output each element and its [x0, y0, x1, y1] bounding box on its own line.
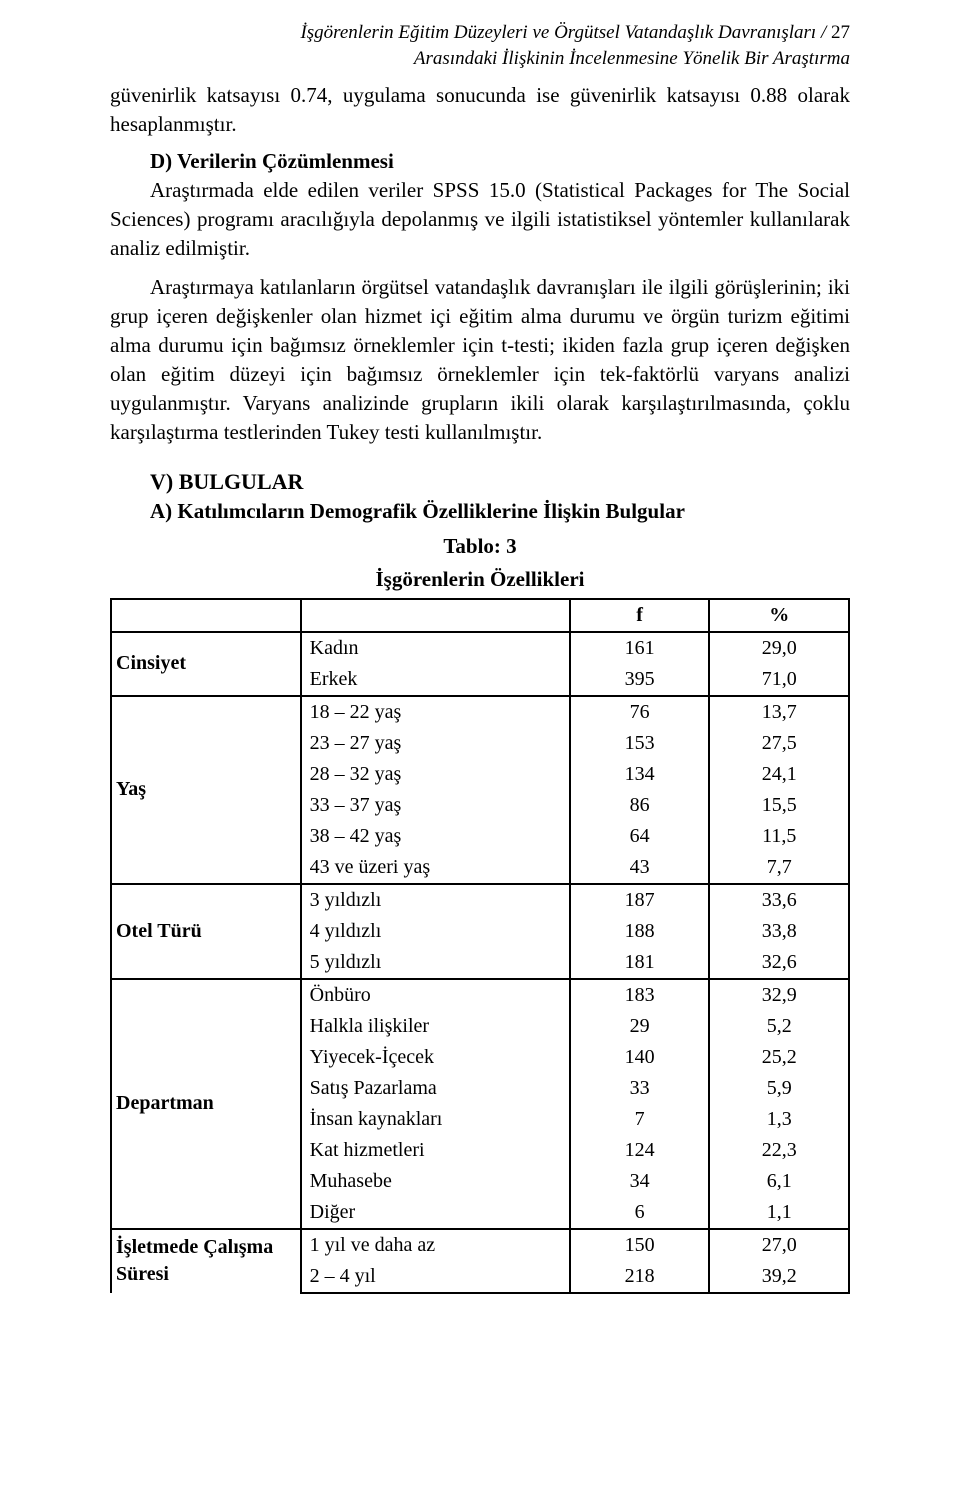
row-label: Muhasebe	[301, 1166, 570, 1197]
row-label: 5 yıldızlı	[301, 947, 570, 979]
row-pct: 22,3	[709, 1135, 849, 1166]
row-pct: 25,2	[709, 1042, 849, 1073]
row-label: Kat hizmetleri	[301, 1135, 570, 1166]
row-pct: 5,9	[709, 1073, 849, 1104]
row-pct: 13,7	[709, 696, 849, 728]
row-f: 64	[570, 821, 710, 852]
row-f: 161	[570, 632, 710, 664]
table-header-f: f	[570, 599, 710, 632]
row-f: 150	[570, 1229, 710, 1261]
table-caption: İşgörenlerin Özellikleri	[110, 567, 850, 592]
demographics-table: f % Cinsiyet Kadın 161 29,0 Erkek 395 71…	[110, 598, 850, 1294]
row-label: 33 – 37 yaş	[301, 790, 570, 821]
row-f: 124	[570, 1135, 710, 1166]
row-f: 33	[570, 1073, 710, 1104]
row-pct: 27,5	[709, 728, 849, 759]
row-pct: 32,6	[709, 947, 849, 979]
group-label-cinsiyet: Cinsiyet	[111, 632, 301, 696]
row-pct: 11,5	[709, 821, 849, 852]
table-header-pct: %	[709, 599, 849, 632]
row-f: 188	[570, 916, 710, 947]
row-f: 181	[570, 947, 710, 979]
row-f: 6	[570, 1197, 710, 1229]
row-pct: 39,2	[709, 1261, 849, 1293]
running-header: İşgörenlerin Eğitim Düzeyleri ve Örgütse…	[110, 20, 850, 71]
row-label: Yiyecek-İçecek	[301, 1042, 570, 1073]
row-label: Satış Pazarlama	[301, 1073, 570, 1104]
row-label: 43 ve üzeri yaş	[301, 852, 570, 884]
group-label-otel: Otel Türü	[111, 884, 301, 979]
row-pct: 15,5	[709, 790, 849, 821]
paragraph-d1: Araştırmada elde edilen veriler SPSS 15.…	[110, 176, 850, 263]
row-f: 134	[570, 759, 710, 790]
row-label: Kadın	[301, 632, 570, 664]
row-pct: 33,6	[709, 884, 849, 916]
row-pct: 29,0	[709, 632, 849, 664]
table-number: Tablo: 3	[110, 534, 850, 559]
table-header-blank1	[111, 599, 301, 632]
table-header-blank2	[301, 599, 570, 632]
row-f: 183	[570, 979, 710, 1011]
row-pct: 7,7	[709, 852, 849, 884]
row-pct: 27,0	[709, 1229, 849, 1261]
row-f: 7	[570, 1104, 710, 1135]
row-label: Erkek	[301, 664, 570, 696]
page-number: 27	[831, 22, 850, 43]
row-pct: 24,1	[709, 759, 849, 790]
group-label-departman: Departman	[111, 979, 301, 1229]
heading-a: A) Katılımcıların Demografik Özellikleri…	[150, 499, 850, 524]
row-label: 28 – 32 yaş	[301, 759, 570, 790]
header-line2: Arasındaki İlişkinin İncelenmesine Yönel…	[414, 48, 850, 69]
row-f: 395	[570, 664, 710, 696]
row-label: 3 yıldızlı	[301, 884, 570, 916]
row-f: 29	[570, 1011, 710, 1042]
row-f: 76	[570, 696, 710, 728]
row-pct: 5,2	[709, 1011, 849, 1042]
row-pct: 71,0	[709, 664, 849, 696]
row-label: 1 yıl ve daha az	[301, 1229, 570, 1261]
row-label: 2 – 4 yıl	[301, 1261, 570, 1293]
group-label-sure: İşletmede Çalışma Süresi	[111, 1229, 301, 1293]
heading-v: V) BULGULAR	[150, 469, 850, 495]
group-label-yas: Yaş	[111, 696, 301, 884]
row-label: İnsan kaynakları	[301, 1104, 570, 1135]
row-f: 43	[570, 852, 710, 884]
row-label: Diğer	[301, 1197, 570, 1229]
row-pct: 33,8	[709, 916, 849, 947]
row-pct: 6,1	[709, 1166, 849, 1197]
page: İşgörenlerin Eğitim Düzeyleri ve Örgütse…	[0, 0, 960, 1508]
row-f: 187	[570, 884, 710, 916]
row-label: 18 – 22 yaş	[301, 696, 570, 728]
row-label: Önbüro	[301, 979, 570, 1011]
paragraph-intro: güvenirlik katsayısı 0.74, uygulama sonu…	[110, 81, 850, 139]
row-label: 23 – 27 yaş	[301, 728, 570, 759]
row-label: 38 – 42 yaş	[301, 821, 570, 852]
row-f: 86	[570, 790, 710, 821]
row-label: 4 yıldızlı	[301, 916, 570, 947]
row-pct: 1,1	[709, 1197, 849, 1229]
paragraph-d2: Araştırmaya katılanların örgütsel vatand…	[110, 273, 850, 447]
row-f: 140	[570, 1042, 710, 1073]
row-pct: 1,3	[709, 1104, 849, 1135]
row-f: 153	[570, 728, 710, 759]
row-f: 34	[570, 1166, 710, 1197]
header-line1: İşgörenlerin Eğitim Düzeyleri ve Örgütse…	[300, 22, 826, 43]
row-pct: 32,9	[709, 979, 849, 1011]
row-f: 218	[570, 1261, 710, 1293]
row-label: Halkla ilişkiler	[301, 1011, 570, 1042]
heading-d: D) Verilerin Çözümlenmesi	[150, 149, 850, 174]
